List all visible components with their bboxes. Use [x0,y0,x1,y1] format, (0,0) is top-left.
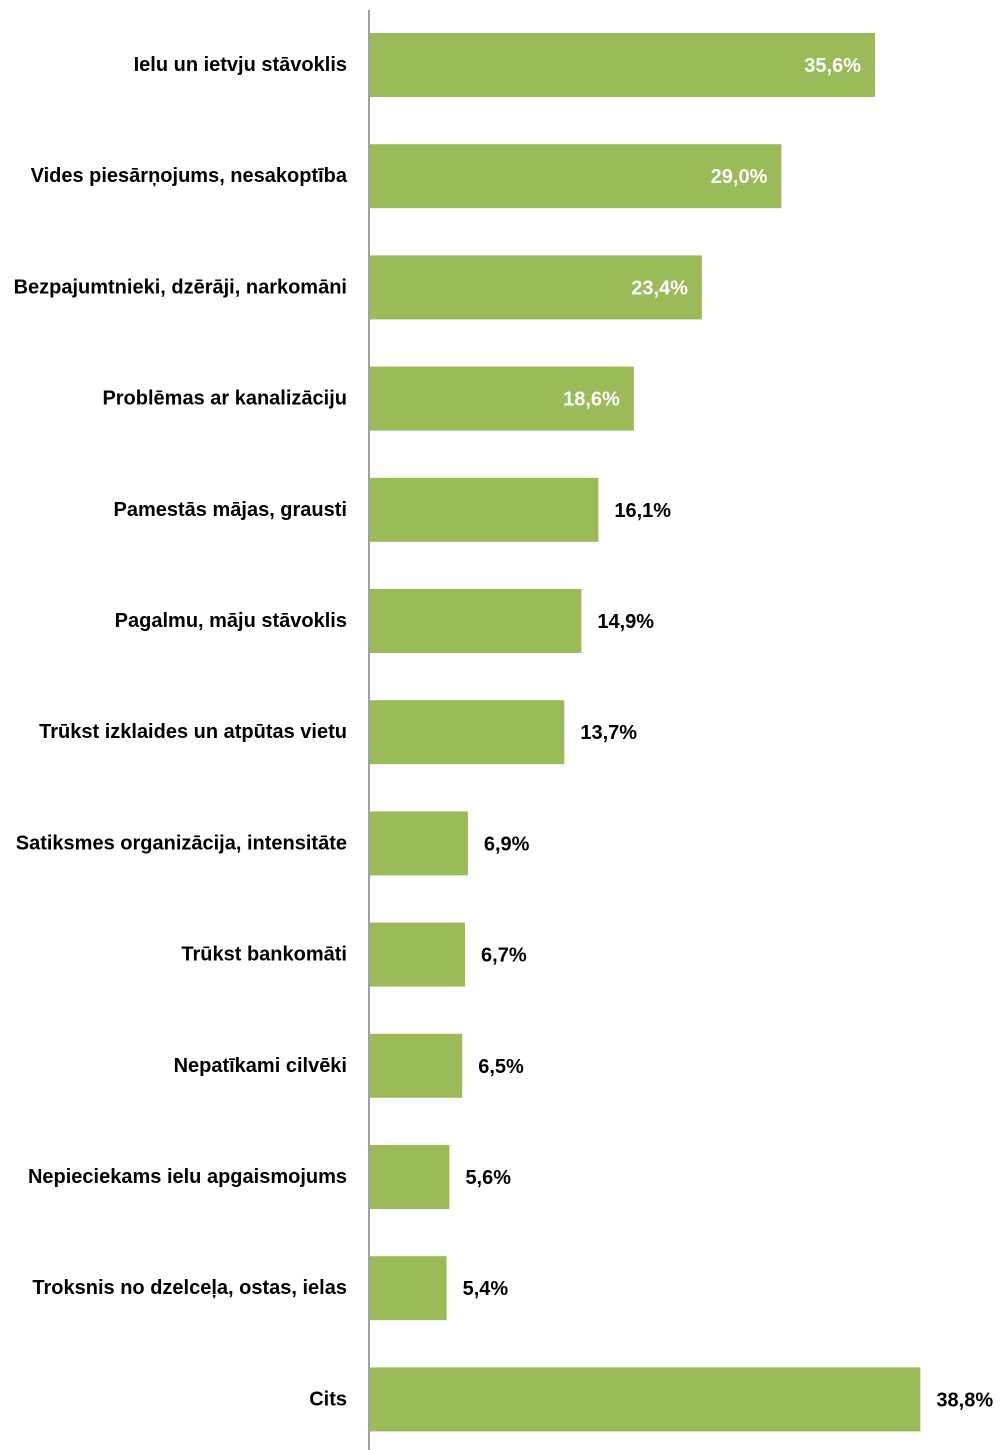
value-label-8: 6,7% [481,945,527,967]
value-label-3: 18,6% [563,389,620,411]
value-label-7: 6,9% [484,833,530,855]
bar-2 [370,255,702,320]
value-label-12: 38,8% [936,1389,993,1411]
bars-layer [370,33,921,1432]
category-label-11: Troksnis no dzelceļa, ostas, ielas [32,1277,347,1299]
category-label-5: Pagalmu, māju stāvoklis [115,610,347,632]
bar-7 [370,811,468,876]
labels-layer: Ielu un ietvju stāvoklis 35,6% Vides piesā… [14,54,994,1411]
category-label-12: Cits [309,1388,347,1410]
value-label-11: 5,4% [463,1278,509,1300]
category-label-4: Pamestās mājas, grausti [114,499,347,521]
bar-6 [370,700,565,765]
bar-4 [370,477,599,542]
bar-5 [370,589,582,653]
value-label-9: 6,5% [478,1056,524,1078]
category-label-9: Nepatīkami cilvēki [174,1055,347,1077]
value-label-1: 29,0% [711,166,768,188]
category-label-2: Bezpajumtnieki, dzērāji, narkomāni [14,276,347,298]
bar-1 [370,144,782,209]
bar-9 [370,1033,463,1098]
category-label-7: Satiksmes organizācija, intensitāte [16,832,347,854]
bar-10 [370,1145,450,1209]
category-label-0: Ielu un ietvju stāvoklis [134,54,347,76]
bar-8 [370,922,466,987]
category-label-10: Nepieciekams ielu apgaismojums [28,1166,347,1188]
bar-3 [370,366,634,431]
value-label-4: 16,1% [614,500,671,522]
value-label-10: 5,6% [465,1167,511,1189]
bar-0 [370,33,875,97]
bar-11 [370,1256,447,1321]
value-label-6: 13,7% [580,722,637,744]
value-label-2: 23,4% [631,277,688,299]
value-label-0: 35,6% [804,55,861,77]
category-label-6: Trūkst izklaides un atpūtas vietu [39,721,347,743]
category-label-3: Problēmas ar kanalizāciju [102,388,347,410]
value-label-5: 14,9% [597,611,654,633]
bar-12 [370,1367,921,1432]
category-label-1: Vides piesārņojums, nesakoptība [31,165,348,187]
category-label-8: Trūkst bankomāti [181,944,347,966]
